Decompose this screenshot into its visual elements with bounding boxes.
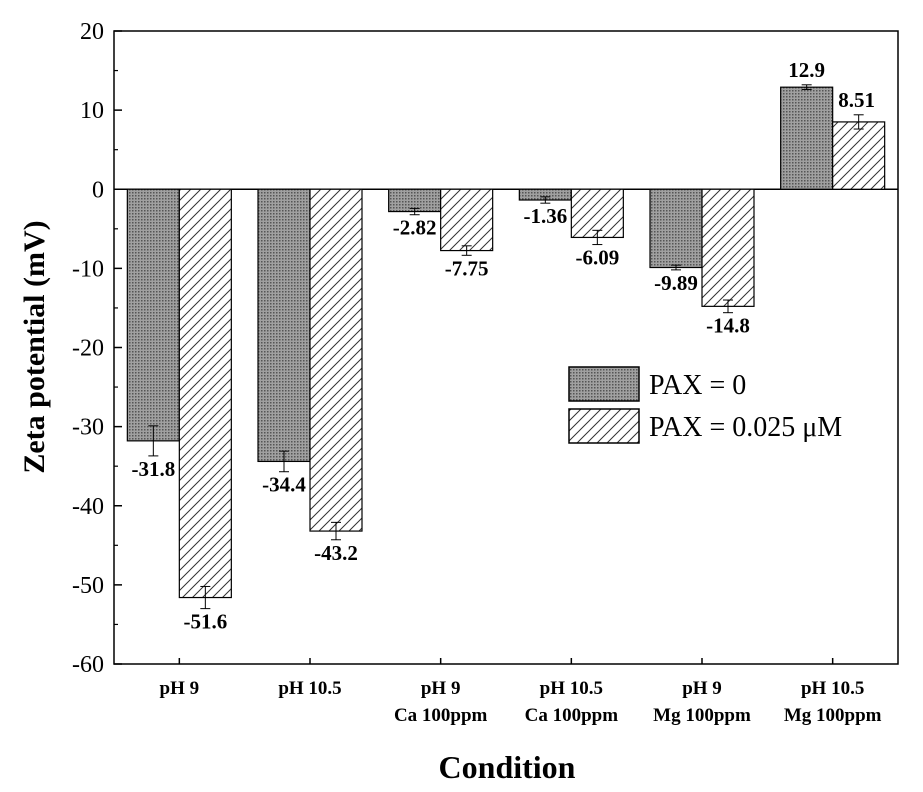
y-tick-label: -20 bbox=[72, 336, 104, 362]
y-tick-label: -30 bbox=[72, 415, 104, 441]
x-tick-label: Mg 100ppm bbox=[653, 705, 751, 726]
y-tick-label: -40 bbox=[72, 494, 104, 520]
data-label: -9.89 bbox=[654, 271, 698, 295]
x-tick-label: pH 9 bbox=[421, 678, 461, 699]
x-tick-label: Ca 100ppm bbox=[525, 705, 619, 726]
legend-swatch-pax-0025 bbox=[568, 408, 640, 444]
bar bbox=[649, 188, 703, 269]
x-tick-label: pH 10.5 bbox=[278, 678, 341, 699]
y-tick-label: 10 bbox=[80, 98, 104, 124]
bar bbox=[570, 188, 624, 239]
legend-swatch-pax-0 bbox=[568, 366, 640, 402]
x-tick-label: pH 10.5 bbox=[801, 678, 864, 699]
data-label: -7.75 bbox=[445, 256, 489, 280]
y-axis-title: Zeta potential (mV) bbox=[18, 220, 51, 473]
bar bbox=[309, 188, 363, 532]
bar bbox=[780, 86, 834, 190]
data-label: -6.09 bbox=[575, 246, 619, 270]
data-label: -1.36 bbox=[523, 204, 567, 228]
x-tick-label: pH 9 bbox=[682, 678, 722, 699]
data-label: -51.6 bbox=[183, 610, 227, 634]
data-label: 8.51 bbox=[838, 88, 875, 112]
bar bbox=[257, 188, 311, 463]
x-tick-label: pH 9 bbox=[160, 678, 200, 699]
data-label: -2.82 bbox=[393, 216, 437, 240]
y-tick-label: 20 bbox=[80, 19, 104, 45]
legend-label-pax-0: PAX = 0 bbox=[649, 370, 746, 401]
data-label: -14.8 bbox=[706, 314, 750, 338]
data-label: -34.4 bbox=[262, 473, 306, 497]
legend: PAX = 0 PAX = 0.025 μM bbox=[568, 366, 842, 444]
y-tick-label: -50 bbox=[72, 573, 104, 599]
data-label: -43.2 bbox=[314, 541, 358, 565]
legend-label-pax-0025: PAX = 0.025 μM bbox=[649, 412, 842, 443]
bar bbox=[832, 121, 886, 190]
x-tick-label: pH 10.5 bbox=[540, 678, 603, 699]
bar bbox=[178, 188, 232, 599]
x-tick-label: Ca 100ppm bbox=[394, 705, 488, 726]
x-axis-title: Condition bbox=[439, 749, 576, 785]
bar bbox=[701, 188, 755, 307]
bar bbox=[126, 188, 180, 442]
data-label: 12.9 bbox=[788, 58, 825, 82]
y-tick-label: 0 bbox=[92, 177, 104, 203]
y-tick-label: -10 bbox=[72, 256, 104, 282]
bar bbox=[440, 188, 494, 252]
data-label: -31.8 bbox=[131, 457, 175, 481]
y-tick-label: -60 bbox=[72, 652, 104, 678]
x-tick-label: Mg 100ppm bbox=[784, 705, 882, 726]
